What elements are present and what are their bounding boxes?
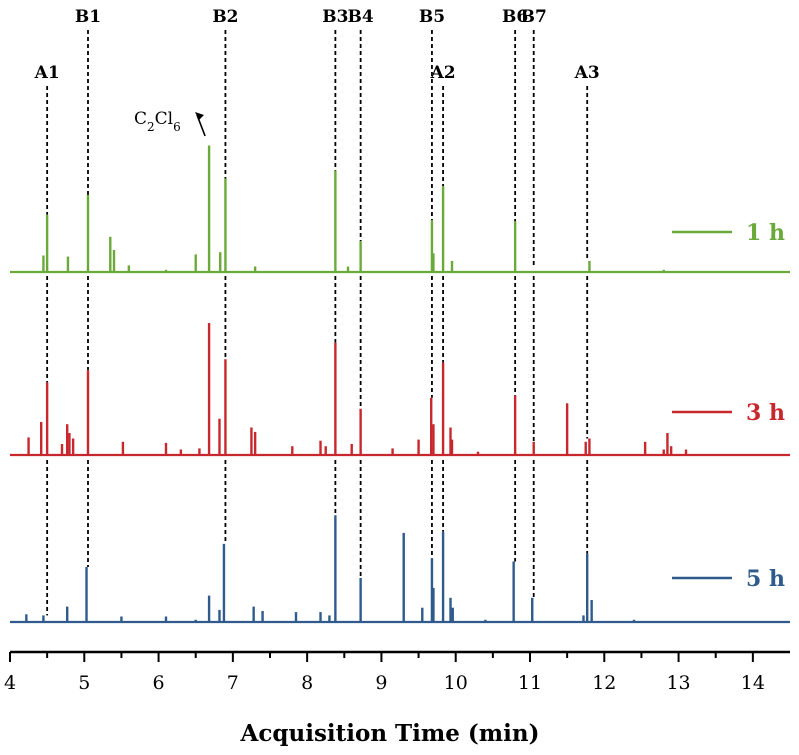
- x-tick-label: 4: [4, 672, 16, 694]
- x-tick-label: 5: [78, 672, 90, 694]
- x-tick-label: 12: [592, 672, 616, 694]
- legend-item: 5 h: [672, 566, 785, 592]
- legend-label: 5 h: [746, 566, 785, 592]
- legend-label: 3 h: [746, 400, 785, 426]
- legend-item: 1 h: [672, 220, 785, 246]
- annotation-arrowhead: [195, 112, 204, 120]
- marker-b7: B7: [521, 7, 547, 598]
- marker-a1: A1: [34, 63, 60, 616]
- legend-item: 3 h: [672, 400, 785, 426]
- x-tick-label: 7: [227, 672, 239, 694]
- marker-label: A1: [34, 63, 60, 83]
- trace-3h: [10, 323, 790, 457]
- marker-label: B3: [322, 7, 348, 27]
- x-axis: 4 5 6 7 8 9 10 11 12 13 14: [4, 650, 790, 694]
- marker-label: A2: [430, 63, 456, 83]
- trace-1h: [10, 145, 790, 274]
- x-tick-label: 6: [153, 672, 165, 694]
- marker-label: B7: [521, 7, 547, 27]
- marker-b4: B4: [348, 7, 374, 578]
- chromatogram-traces: [10, 145, 790, 624]
- c2cl6-annotation: C2Cl6: [134, 109, 206, 137]
- marker-label: B2: [212, 7, 238, 27]
- marker-label: B6: [502, 7, 528, 27]
- marker-b1: B1: [75, 7, 101, 567]
- marker-label: B4: [348, 7, 374, 27]
- legend-label: 1 h: [746, 220, 785, 246]
- series-legends: 1 h 3 h 5 h: [672, 220, 785, 592]
- x-tick-label: 13: [666, 672, 690, 694]
- marker-a2: A2: [430, 63, 456, 532]
- trace-5h: [10, 515, 790, 624]
- marker-b6: B6: [502, 7, 528, 562]
- x-tick-label: 8: [301, 672, 313, 694]
- marker-a3: A3: [574, 63, 600, 554]
- x-tick-label: 14: [741, 672, 765, 694]
- x-axis-label: Acquisition Time (min): [240, 720, 540, 747]
- marker-b3: B3: [322, 7, 348, 516]
- x-tick-label: 10: [444, 672, 468, 694]
- x-tick-label: 11: [518, 672, 542, 694]
- marker-b5: B5: [419, 7, 445, 559]
- x-tick-label: 9: [375, 672, 387, 694]
- marker-b2: B2: [212, 7, 239, 544]
- marker-label: B5: [419, 7, 445, 27]
- marker-label: B1: [75, 7, 101, 27]
- marker-label: A3: [574, 63, 600, 83]
- annotation-text: C2Cl6: [134, 109, 181, 134]
